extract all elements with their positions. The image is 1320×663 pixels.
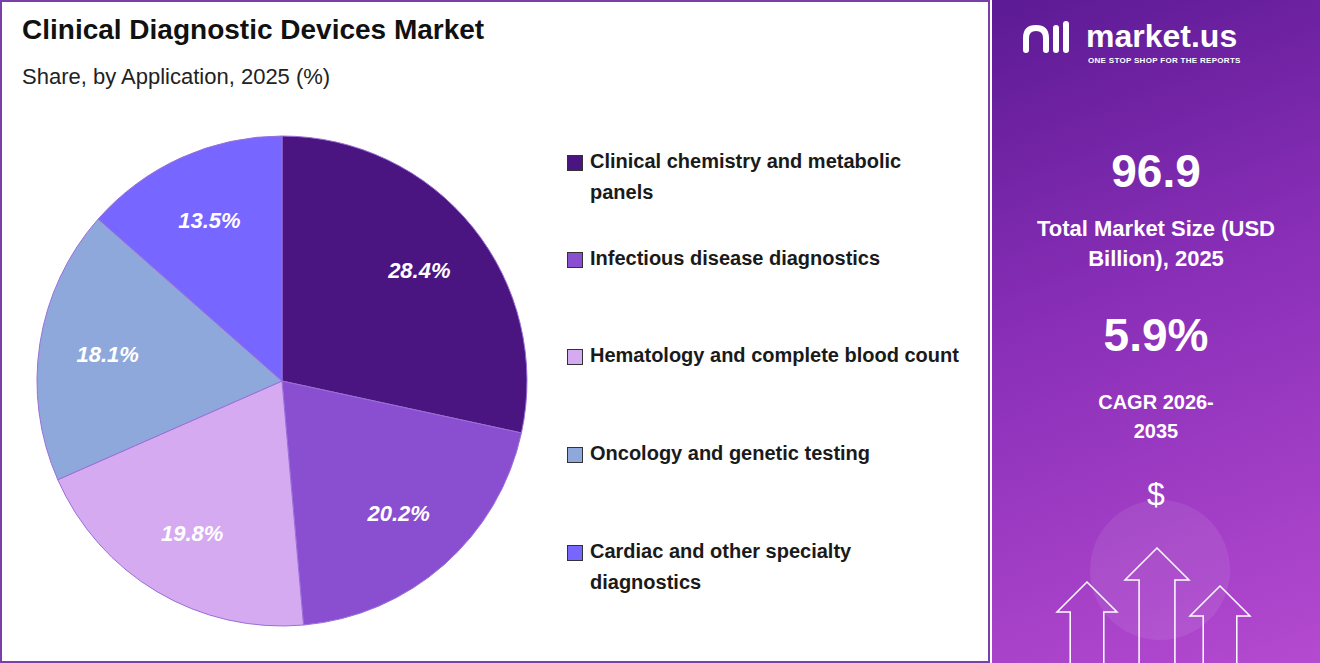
data-label: 19.8% — [161, 521, 223, 546]
legend-label: Hematology and complete blood count — [590, 340, 965, 371]
legend-swatch — [567, 349, 583, 365]
logo-icon — [1026, 28, 1046, 50]
legend-label: Oncology and genetic testing — [590, 438, 965, 469]
logo-icon — [1053, 28, 1059, 50]
info-panel: market.usONE STOP SHOP FOR THE REPORTS 96… — [992, 0, 1320, 663]
market-size-label: Total Market Size (USD Billion), 2025 — [1036, 214, 1276, 274]
legend-label: Infectious disease diagnostics — [590, 243, 965, 274]
slices — [37, 136, 527, 626]
pie-slice — [282, 136, 527, 433]
currency-symbol: $ — [992, 476, 1320, 513]
legend-swatch — [567, 545, 583, 561]
pie-slice — [282, 381, 521, 625]
cagr-value: 5.9% — [992, 308, 1320, 362]
brand-name: market.us — [1086, 18, 1237, 55]
brand-tagline: ONE STOP SHOP FOR THE REPORTS — [1088, 56, 1241, 65]
chart-panel: Clinical Diagnostic Devices Market Share,… — [0, 0, 990, 663]
decor-arrow — [1190, 586, 1250, 663]
data-labels: 28.4% 20.2% 19.8% 18.1% 13.5% — [76, 208, 450, 546]
decor-circle — [1090, 500, 1230, 640]
pie-svg: 28.4% 20.2% 19.8% 18.1% 13.5% — [2, 2, 988, 661]
decor-arrow — [1125, 548, 1189, 663]
data-label: 28.4% — [387, 258, 450, 283]
data-label: 18.1% — [76, 342, 138, 367]
data-label: 20.2% — [366, 501, 429, 526]
cagr-label: CAGR 2026-2035 — [1086, 388, 1226, 446]
data-label: 13.5% — [178, 208, 240, 233]
chart-subtitle: Share, by Application, 2025 (%) — [22, 64, 330, 90]
legend-swatch — [567, 447, 583, 463]
legend-label: Clinical chemistry and metabolic panels — [590, 146, 965, 208]
logo-icon — [1063, 24, 1069, 50]
chart-title: Clinical Diagnostic Devices Market — [22, 14, 484, 46]
legend-label: Cardiac and other specialty diagnostics — [590, 536, 965, 598]
legend-swatch — [567, 252, 583, 268]
legend-swatch — [567, 155, 583, 171]
market-size: 96.9 — [992, 144, 1320, 198]
decor-arrow — [1057, 582, 1117, 663]
